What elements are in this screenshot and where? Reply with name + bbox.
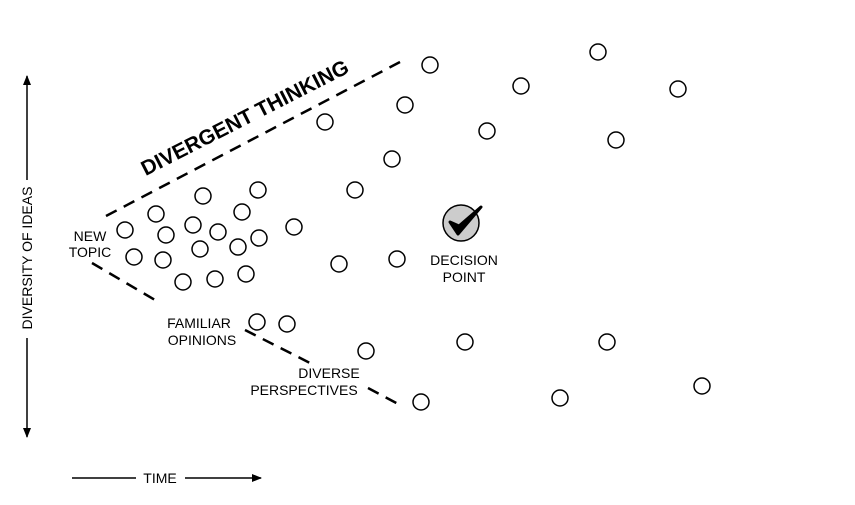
idea-circle	[512, 77, 530, 95]
idea-circle	[157, 226, 175, 244]
idea-circle	[233, 203, 251, 221]
lower-boundary	[91, 261, 156, 302]
lower-boundary	[244, 328, 311, 365]
idea-circle	[669, 80, 687, 98]
label: TOPIC	[69, 244, 112, 260]
idea-circle	[174, 273, 192, 291]
upper-boundary	[105, 60, 401, 218]
idea-circle	[607, 131, 625, 149]
y-axis-label: DIVERSITY OF IDEAS	[19, 187, 35, 330]
idea-circle	[285, 218, 303, 236]
label: DECISION	[430, 252, 498, 268]
idea-circle	[278, 315, 296, 333]
x-axis-label: TIME	[143, 470, 176, 486]
idea-circle	[693, 377, 711, 395]
idea-circle	[154, 251, 172, 269]
idea-circle	[250, 229, 268, 247]
idea-circle	[383, 150, 401, 168]
idea-circle	[229, 238, 247, 256]
label: DIVERSE	[298, 365, 359, 381]
idea-circle	[456, 333, 474, 351]
idea-circle	[206, 270, 224, 288]
idea-circle	[551, 389, 569, 407]
idea-circle	[598, 333, 616, 351]
label: PERSPECTIVES	[250, 382, 357, 398]
idea-circle	[248, 313, 266, 331]
idea-circle	[330, 255, 348, 273]
idea-circle	[147, 205, 165, 223]
check-mark	[448, 205, 483, 236]
idea-circles	[116, 43, 711, 411]
idea-circle	[316, 113, 334, 131]
idea-circle	[249, 181, 267, 199]
idea-circle	[478, 122, 496, 140]
idea-circle	[194, 187, 212, 205]
idea-circle	[357, 342, 375, 360]
idea-circle	[184, 216, 202, 234]
lower-boundary	[367, 386, 403, 408]
idea-circle	[412, 393, 430, 411]
label: OPINIONS	[168, 332, 236, 348]
idea-circle	[191, 240, 209, 258]
idea-circle	[209, 223, 227, 241]
label: FAMILIAR	[167, 315, 231, 331]
idea-circle	[116, 221, 134, 239]
label: POINT	[443, 269, 486, 285]
label: NEW	[74, 228, 107, 244]
idea-circle	[388, 250, 406, 268]
idea-circle	[237, 265, 255, 283]
idea-circle	[421, 56, 439, 74]
idea-circle	[346, 181, 364, 199]
idea-circle	[589, 43, 607, 61]
idea-circle	[125, 248, 143, 266]
idea-circle	[396, 96, 414, 114]
